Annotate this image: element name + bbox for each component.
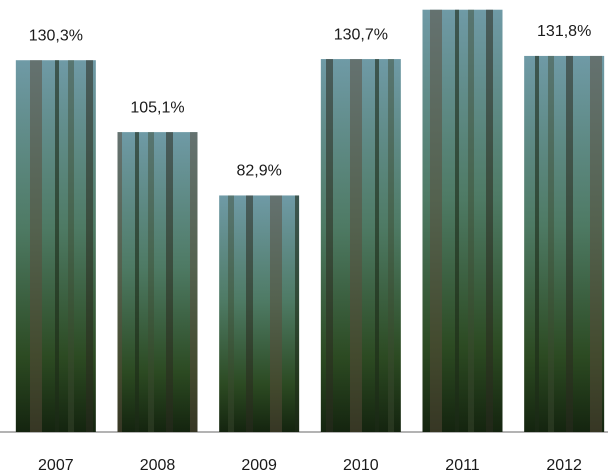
x-tick-label: 2007 [38,457,74,474]
x-tick-label: 2008 [140,457,176,474]
bar-texture [422,9,503,433]
bar-texture [15,60,96,433]
x-tick-label: 2011 [445,457,480,474]
bar-texture [117,132,198,432]
value-label: 131,8% [537,23,591,40]
bar-texture [320,59,401,432]
value-label: 130,3% [29,27,83,44]
bar-texture [219,195,300,432]
x-tick-label: 2012 [546,457,582,474]
x-tick-label: 2009 [241,457,277,474]
x-tick-label: 2010 [343,457,379,474]
value-label: 130,7% [334,26,388,43]
value-label: 82,9% [236,163,281,180]
bar-texture [524,55,605,433]
value-label: 105,1% [130,99,184,116]
